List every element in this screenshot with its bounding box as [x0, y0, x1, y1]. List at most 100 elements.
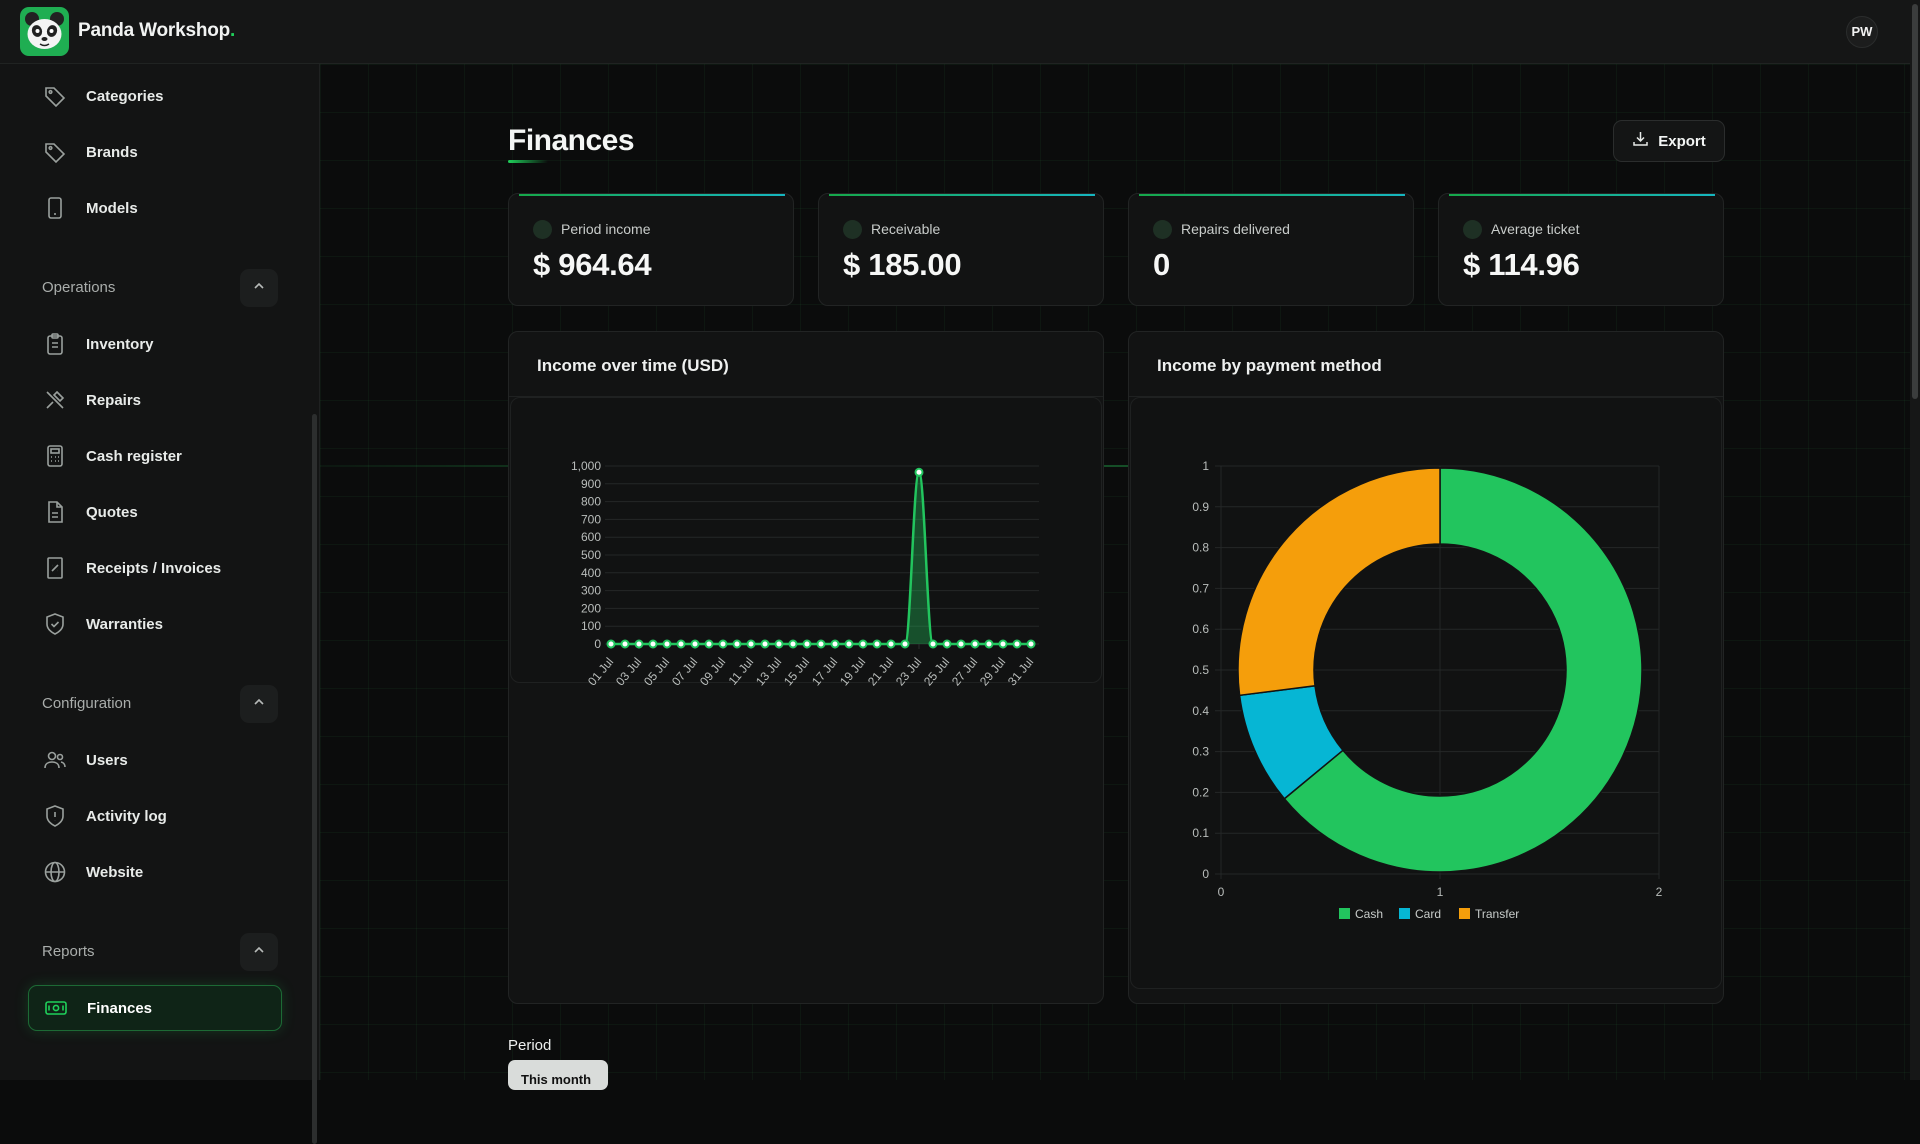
stat-card-average-ticket: Average ticket $ 114.96 — [1438, 193, 1724, 306]
chevron-up-icon — [252, 279, 266, 298]
data-point — [662, 639, 672, 649]
sidebar-item-label: Brands — [86, 143, 138, 161]
x-tick-label: 17 Jul — [809, 655, 840, 689]
download-icon — [1632, 130, 1649, 152]
legend-swatch — [1339, 908, 1350, 919]
chevron-up-icon — [252, 943, 266, 962]
data-point — [788, 639, 798, 649]
sidebar-scrollbar[interactable] — [312, 414, 317, 1144]
user-avatar[interactable]: PW — [1846, 16, 1878, 48]
legend-label: Card — [1415, 907, 1441, 921]
income-series-line — [610, 471, 1031, 646]
calculator-icon — [42, 443, 68, 469]
y-tick-label: 0.2 — [1192, 785, 1209, 799]
data-point — [606, 639, 616, 649]
income-by-payment-card: Income by payment method 0 0.1 0.2 0.3 0.4 0.… — [1128, 331, 1724, 1004]
data-point — [690, 639, 700, 649]
data-point — [774, 639, 784, 649]
panda-logo[interactable] — [20, 7, 69, 56]
chart-title: Income over time (USD) — [537, 356, 729, 375]
card-divider — [1129, 396, 1723, 397]
sidebar-item-finances[interactable]: Finances — [28, 985, 282, 1031]
x-tick-label: 05 Jul — [641, 655, 672, 689]
brand-name[interactable]: Panda Workshop. — [78, 20, 236, 41]
data-point — [732, 639, 742, 649]
sidebar-item-models[interactable]: Models — [28, 185, 282, 231]
data-point — [1012, 639, 1022, 649]
sidebar-item-receipts-invoices[interactable]: Receipts / Invoices — [28, 545, 282, 591]
y-tick-label: 0.9 — [1192, 500, 1209, 514]
chart-area — [510, 397, 1102, 683]
sidebar-item-label: Inventory — [86, 335, 154, 353]
stat-label: Period income — [561, 221, 651, 237]
sidebar-item-brands[interactable]: Brands — [28, 129, 282, 175]
sidebar-item-label: Warranties — [86, 615, 163, 633]
top-bar: Panda Workshop. PW — [0, 0, 1920, 64]
data-point — [704, 639, 714, 649]
collapse-configuration-button[interactable] — [240, 685, 278, 723]
x-tick-label: 29 Jul — [977, 655, 1008, 689]
sidebar-item-website[interactable]: Website — [28, 849, 282, 895]
sidebar-item-quotes[interactable]: Quotes — [28, 489, 282, 535]
tag-icon — [42, 139, 68, 165]
title-underline — [508, 160, 548, 163]
tools-icon — [42, 387, 68, 413]
data-point — [956, 639, 966, 649]
y-tick-label: 600 — [581, 530, 601, 544]
page-scrollbar[interactable] — [1910, 0, 1920, 1080]
sidebar-item-label: Finances — [87, 999, 153, 1017]
sidebar-item-cash-register[interactable]: Cash register — [28, 433, 282, 479]
shield-check-icon — [42, 611, 68, 637]
export-button[interactable]: Export — [1613, 120, 1725, 162]
legend-label: Cash — [1355, 907, 1383, 921]
stat-value: $ 185.00 — [843, 247, 962, 282]
page-scrollbar-thumb[interactable] — [1912, 4, 1918, 399]
sidebar-item-label: Users — [86, 751, 128, 769]
payment-method-pie-chart: 0 0.1 0.2 0.3 0.4 0.5 0.6 0.7 0.8 0.9 1 0 1 2 Cash Card… — [1192, 459, 1662, 921]
data-point — [648, 639, 658, 649]
data-point — [676, 639, 686, 649]
stat-card-repairs-delivered: Repairs delivered 0 — [1128, 193, 1414, 306]
period-select-button[interactable]: This month — [508, 1060, 608, 1090]
x-tick-label: 13 Jul — [753, 655, 784, 689]
x-tick-label: 21 Jul — [865, 655, 896, 689]
y-tick-label: 0.4 — [1192, 704, 1209, 718]
page-title: Finances — [508, 124, 635, 157]
sidebar-item-categories[interactable]: Categories — [28, 73, 282, 119]
y-tick-label: 400 — [581, 566, 601, 580]
sidebar-item-activity-log[interactable]: Activity log — [28, 793, 282, 839]
globe-icon — [42, 859, 68, 885]
stat-card-receivable: Receivable $ 185.00 — [818, 193, 1104, 306]
money-icon — [43, 995, 69, 1021]
collapse-operations-button[interactable] — [240, 269, 278, 307]
legend-label: Transfer — [1475, 907, 1519, 921]
data-point — [760, 639, 770, 649]
x-tick-label: 27 Jul — [949, 655, 980, 689]
x-tick-label: 1 — [1437, 885, 1444, 899]
chart-title: Income by payment method — [1157, 356, 1382, 375]
collapse-reports-button[interactable] — [240, 933, 278, 971]
stat-status-dot — [533, 220, 552, 239]
y-tick-label: 1 — [1202, 459, 1209, 473]
stat-card-accent-line — [1139, 194, 1405, 196]
data-point — [830, 639, 840, 649]
export-button-label: Export — [1658, 132, 1706, 150]
tag-icon — [42, 83, 68, 109]
data-point — [1026, 639, 1036, 649]
section-title-operations: Operations — [42, 279, 116, 296]
y-tick-label: 700 — [581, 512, 601, 526]
users-icon — [42, 747, 68, 773]
sidebar-item-warranties[interactable]: Warranties — [28, 601, 282, 647]
clipboard-icon — [42, 331, 68, 357]
chevron-up-icon — [252, 695, 266, 714]
x-tick-label: 11 Jul — [726, 655, 757, 688]
sidebar-item-repairs[interactable]: Repairs — [28, 377, 282, 423]
stat-value: $ 964.64 — [533, 247, 652, 282]
data-point — [746, 639, 756, 649]
x-tick-label: 19 Jul — [837, 655, 868, 689]
sidebar-item-users[interactable]: Users — [28, 737, 282, 783]
sidebar-item-label: Cash register — [86, 447, 182, 465]
y-tick-label: 0.7 — [1192, 581, 1209, 595]
stat-label: Repairs delivered — [1181, 221, 1290, 237]
sidebar-item-inventory[interactable]: Inventory — [28, 321, 282, 367]
